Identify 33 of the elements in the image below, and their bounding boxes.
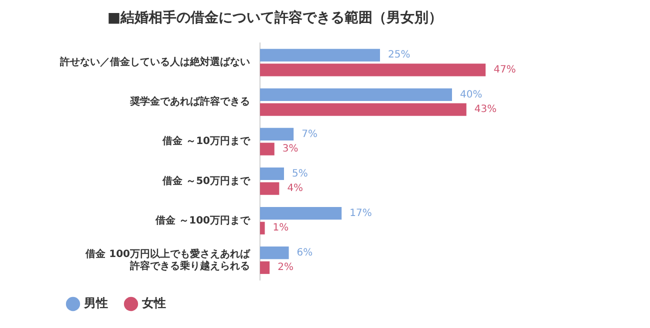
data-label: 3%: [282, 144, 298, 155]
bar: [260, 206, 342, 220]
data-label: 5%: [292, 168, 308, 180]
data-label: 6%: [296, 247, 313, 258]
data-label: 7%: [302, 128, 318, 140]
bar: [260, 88, 452, 101]
y-tick-label: 借金 ～10万円まで: [162, 135, 251, 148]
chart-title: ■結婚相手の借金について許容できる範囲（男女別）: [107, 9, 443, 26]
data-label: 40%: [460, 89, 482, 100]
y-tick-label: 借金 100万円以上でも愛さえあれば許容できる乗り越えられる: [84, 248, 251, 272]
y-tick-label: 奨学金であれば許容できる: [129, 96, 250, 108]
data-label: 47%: [494, 64, 516, 76]
data-label: 25%: [388, 50, 410, 61]
legend-label: 女性: [141, 296, 166, 310]
legend-label: 男性: [83, 296, 108, 310]
bar: [260, 64, 486, 76]
bar: [260, 142, 274, 156]
bar: [260, 246, 289, 260]
bar: [260, 48, 380, 62]
data-label: 2%: [278, 262, 294, 274]
data-label: 43%: [474, 104, 497, 116]
y-tick-label: 許せない／借金している人は絶対選ばない: [59, 56, 250, 68]
bar: [260, 222, 265, 234]
y-tick-label: 借金 ～50万円まで: [162, 174, 251, 187]
data-label: 1%: [272, 222, 289, 234]
bar: [260, 167, 284, 180]
bar: [260, 182, 280, 195]
data-label: 17%: [350, 208, 372, 219]
y-tick-label: 借金 ～100万円まで: [154, 214, 251, 226]
bar: [260, 128, 294, 141]
bar: [260, 261, 270, 274]
bar: [260, 103, 466, 116]
data-label: 4%: [287, 183, 304, 194]
